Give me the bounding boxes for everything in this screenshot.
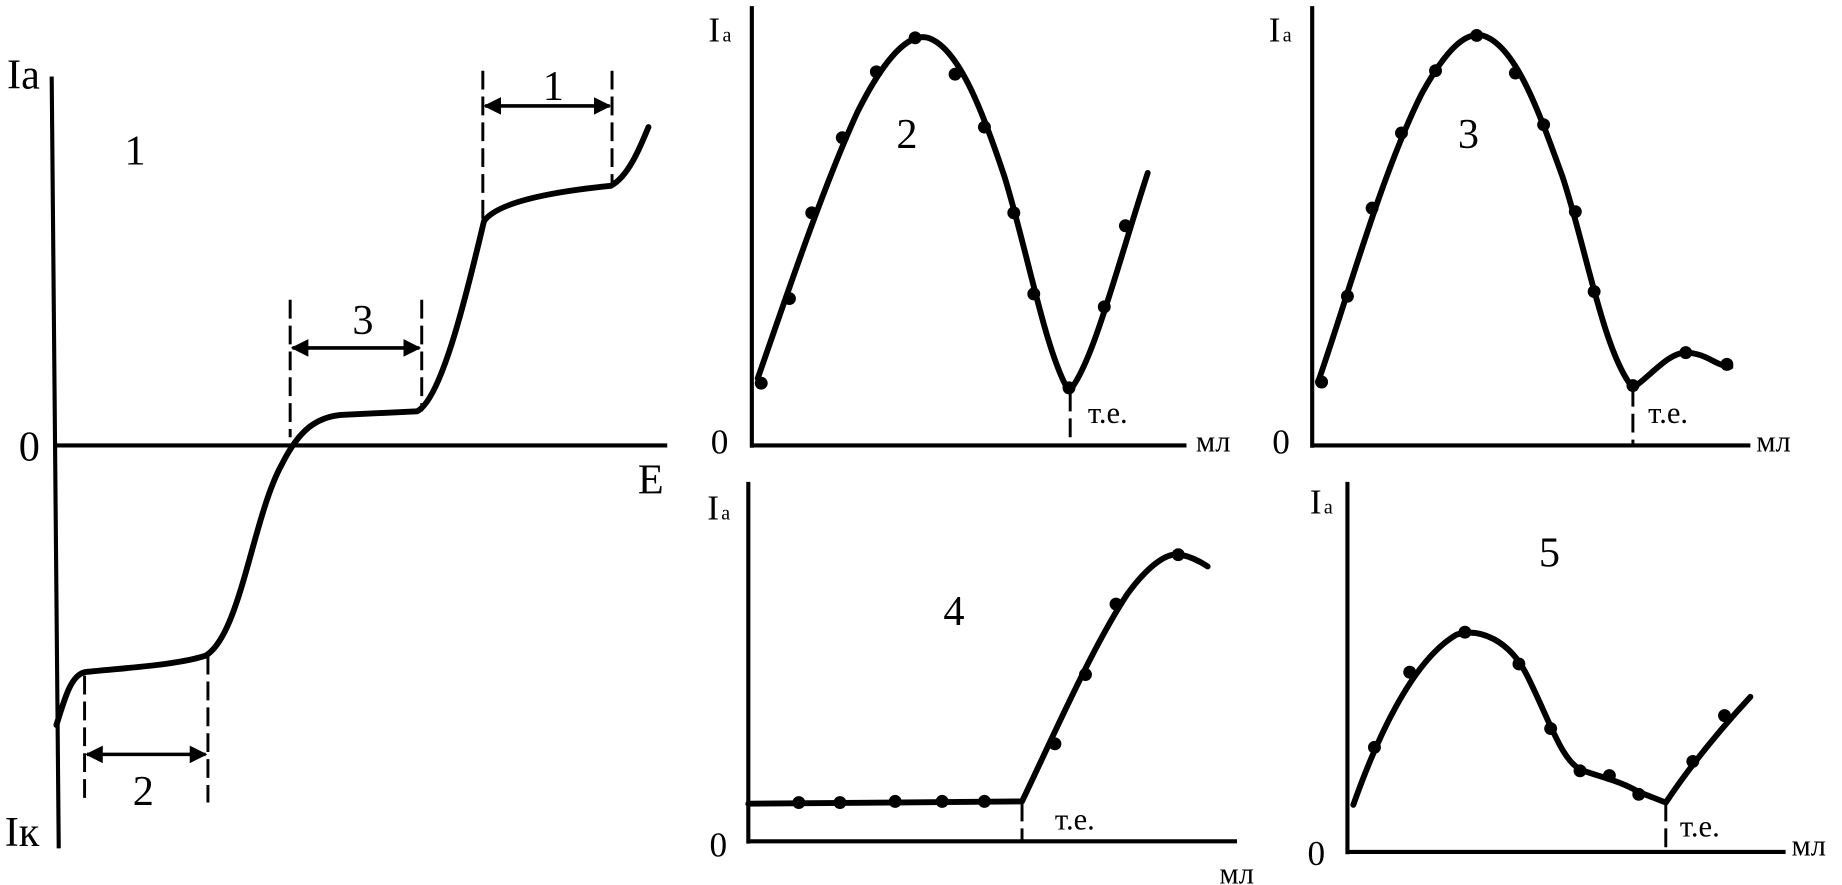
y-label-sub: a — [1283, 24, 1292, 46]
data-point — [1544, 722, 1558, 736]
y-label-main: I — [707, 488, 719, 527]
data-point — [1118, 219, 1132, 233]
curve — [1350, 629, 1754, 808]
data-point — [1365, 201, 1379, 215]
origin-label: 0 — [711, 423, 729, 462]
data-point — [935, 794, 949, 808]
x-label: E — [638, 457, 664, 504]
interval-label: 2 — [133, 768, 154, 815]
data-point — [1720, 357, 1734, 371]
data-point — [1512, 657, 1526, 671]
data-point — [1097, 300, 1111, 314]
data-point — [1568, 205, 1582, 219]
origin-label: 0 — [710, 826, 728, 865]
panel-1: Ia Iк 0 E 1 1 3 2 — [5, 51, 668, 856]
endpoint-label: т.е. — [1648, 396, 1688, 430]
data-point — [782, 292, 796, 306]
data-point — [1686, 754, 1700, 768]
endpoint-label: т.е. — [1680, 810, 1720, 844]
data-point — [1340, 289, 1354, 303]
y-axis — [49, 76, 61, 849]
data-point — [1602, 769, 1616, 783]
data-point — [833, 796, 847, 810]
data-point — [1429, 64, 1442, 78]
data-point — [1470, 28, 1484, 42]
curve — [754, 34, 1151, 395]
data-point — [1048, 737, 1062, 751]
data-point — [1626, 379, 1640, 392]
origin-label: 0 — [1307, 834, 1325, 873]
interval-label: 1 — [543, 63, 564, 110]
data-point — [1007, 206, 1021, 220]
data-point — [908, 31, 922, 45]
y-label-main: I — [708, 10, 720, 49]
panel-number: 2 — [896, 111, 917, 158]
data-point — [805, 206, 819, 220]
y-label-sub: a — [722, 24, 731, 46]
data-point — [1508, 66, 1522, 80]
data-point — [1367, 740, 1381, 754]
data-point — [977, 120, 991, 134]
curve — [53, 124, 652, 728]
data-point — [1403, 665, 1417, 679]
data-point — [1171, 548, 1185, 562]
curve — [1315, 32, 1734, 391]
data-point — [1632, 787, 1646, 801]
data-point — [1718, 709, 1731, 723]
data-point — [1458, 625, 1472, 639]
y-label-sub: a — [721, 502, 730, 524]
panel-number: 5 — [1539, 529, 1560, 576]
panel-number: 1 — [125, 128, 146, 175]
data-point — [754, 376, 768, 390]
x-label: мл — [1756, 424, 1791, 458]
y-label-top: Ia — [7, 51, 40, 98]
data-point — [1537, 118, 1551, 132]
data-point — [792, 796, 806, 810]
y-label-sub: a — [1324, 497, 1333, 519]
y-label-main: I — [1310, 483, 1322, 522]
x-label: мл — [1219, 857, 1254, 885]
data-point — [1587, 285, 1601, 299]
data-point — [1573, 764, 1587, 778]
data-point — [1079, 668, 1092, 681]
y-label-bottom: Iк — [5, 809, 40, 856]
endpoint-label: т.е. — [1055, 803, 1095, 837]
x-label: мл — [1196, 424, 1231, 458]
x-label: мл — [1791, 828, 1826, 862]
data-point — [977, 794, 991, 808]
interval-label: 3 — [352, 297, 373, 344]
data-point — [888, 794, 902, 808]
data-point — [1395, 126, 1408, 140]
panel-number: 4 — [943, 588, 964, 635]
data-point — [1679, 346, 1693, 360]
origin-label: 0 — [1272, 423, 1290, 462]
data-point — [948, 67, 962, 81]
data-point — [1027, 287, 1041, 301]
panel-number: 3 — [1458, 111, 1479, 158]
data-point — [1109, 597, 1123, 611]
data-point — [869, 65, 883, 79]
y-label-main: I — [1269, 10, 1281, 49]
data-point — [1062, 381, 1076, 395]
curve — [745, 551, 1211, 807]
data-point — [835, 131, 849, 145]
origin-label: 0 — [19, 424, 40, 471]
endpoint-label: т.е. — [1088, 396, 1128, 430]
data-point — [1315, 375, 1329, 389]
